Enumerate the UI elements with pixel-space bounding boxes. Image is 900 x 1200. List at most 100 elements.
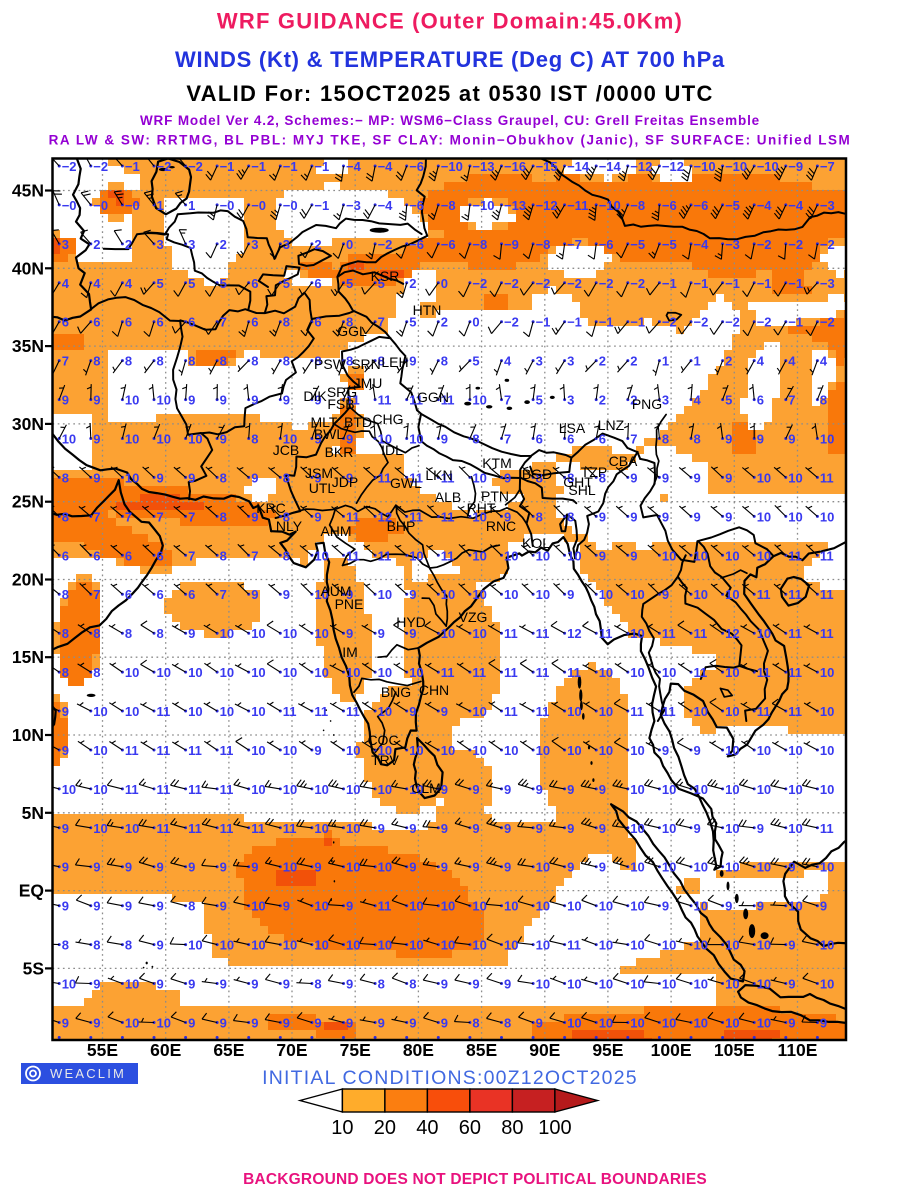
- svg-text:10: 10: [599, 899, 613, 914]
- svg-text:11: 11: [346, 393, 360, 408]
- svg-text:−10: −10: [725, 159, 747, 174]
- svg-text:11: 11: [157, 743, 171, 758]
- svg-text:11: 11: [820, 587, 834, 602]
- svg-text:10: 10: [820, 704, 834, 719]
- svg-text:10: 10: [662, 860, 676, 875]
- svg-text:9: 9: [220, 860, 227, 875]
- svg-text:9: 9: [378, 1016, 385, 1031]
- svg-text:10: 10: [599, 977, 613, 992]
- svg-text:10: 10: [788, 899, 802, 914]
- svg-text:11: 11: [125, 743, 139, 758]
- svg-text:9: 9: [567, 782, 574, 797]
- svg-text:−16: −16: [504, 159, 526, 174]
- svg-text:10: 10: [472, 548, 486, 563]
- svg-text:10: 10: [662, 938, 676, 953]
- svg-text:−1: −1: [314, 198, 329, 213]
- svg-text:8: 8: [441, 354, 448, 369]
- svg-text:−6: −6: [662, 198, 677, 213]
- svg-text:10: 10: [757, 1016, 771, 1031]
- svg-text:IM: IM: [342, 644, 358, 660]
- svg-text:9: 9: [125, 899, 132, 914]
- svg-text:10: 10: [662, 782, 676, 797]
- svg-text:10: 10: [251, 665, 265, 680]
- svg-text:10: 10: [283, 938, 297, 953]
- svg-text:11: 11: [409, 509, 423, 524]
- svg-text:LNZ: LNZ: [598, 417, 625, 433]
- svg-text:CLM: CLM: [411, 780, 441, 796]
- svg-text:9: 9: [220, 977, 227, 992]
- svg-text:10: 10: [725, 704, 739, 719]
- svg-text:10: 10: [725, 782, 739, 797]
- svg-text:WRF Model Ver 4.2, Schemes:− M: WRF Model Ver 4.2, Schemes:− MP: WSM6−Cl…: [140, 113, 760, 128]
- svg-text:10: 10: [157, 393, 171, 408]
- svg-text:8: 8: [599, 470, 606, 485]
- svg-text:9: 9: [504, 782, 511, 797]
- svg-text:10: 10: [630, 665, 644, 680]
- svg-text:−10: −10: [472, 198, 494, 213]
- svg-text:10: 10: [472, 509, 486, 524]
- svg-text:8: 8: [220, 509, 227, 524]
- svg-text:11: 11: [820, 470, 834, 485]
- svg-text:8: 8: [472, 1016, 479, 1031]
- svg-text:9: 9: [472, 977, 479, 992]
- svg-text:−2: −2: [62, 159, 77, 174]
- svg-text:11: 11: [820, 548, 834, 563]
- svg-text:11: 11: [188, 782, 202, 797]
- svg-text:9: 9: [662, 587, 669, 602]
- svg-text:9: 9: [441, 860, 448, 875]
- svg-text:6: 6: [188, 587, 195, 602]
- svg-text:11: 11: [378, 393, 392, 408]
- svg-text:10: 10: [346, 743, 360, 758]
- svg-text:10: 10: [125, 432, 139, 447]
- svg-text:NLY: NLY: [276, 518, 303, 534]
- svg-text:9: 9: [283, 899, 290, 914]
- svg-text:10: 10: [125, 665, 139, 680]
- svg-text:9: 9: [125, 860, 132, 875]
- svg-text:9: 9: [314, 860, 321, 875]
- svg-text:9: 9: [757, 899, 764, 914]
- svg-text:10: 10: [725, 665, 739, 680]
- svg-text:9: 9: [314, 509, 321, 524]
- svg-text:5: 5: [472, 354, 479, 369]
- svg-text:10: 10: [314, 665, 328, 680]
- svg-text:GGN: GGN: [417, 389, 449, 405]
- svg-text:4: 4: [757, 354, 765, 369]
- svg-text:−5: −5: [662, 237, 677, 252]
- svg-text:9: 9: [251, 470, 258, 485]
- svg-text:HYD: HYD: [396, 614, 426, 630]
- svg-text:4: 4: [93, 276, 101, 291]
- svg-text:11: 11: [441, 393, 455, 408]
- svg-text:10: 10: [283, 860, 297, 875]
- svg-text:2: 2: [441, 315, 448, 330]
- svg-text:10: 10: [630, 626, 644, 641]
- svg-text:9: 9: [536, 1016, 543, 1031]
- svg-text:11: 11: [157, 704, 171, 719]
- svg-text:10: 10: [599, 587, 613, 602]
- svg-text:SRN: SRN: [351, 356, 381, 372]
- svg-text:1: 1: [662, 354, 669, 369]
- svg-text:9: 9: [662, 509, 669, 524]
- svg-text:7: 7: [504, 432, 511, 447]
- svg-text:3: 3: [283, 237, 290, 252]
- svg-text:ALB: ALB: [435, 489, 461, 505]
- svg-text:8: 8: [820, 393, 827, 408]
- svg-text:10: 10: [820, 860, 834, 875]
- svg-text:10: 10: [314, 548, 328, 563]
- svg-text:−2: −2: [93, 159, 108, 174]
- svg-text:6: 6: [188, 315, 195, 330]
- svg-text:9: 9: [188, 860, 195, 875]
- svg-text:GHT: GHT: [563, 474, 593, 490]
- svg-text:3: 3: [567, 393, 574, 408]
- svg-text:9: 9: [441, 704, 448, 719]
- svg-text:9: 9: [662, 743, 669, 758]
- svg-text:10N: 10N: [12, 725, 44, 745]
- svg-text:9: 9: [251, 393, 258, 408]
- svg-text:4: 4: [694, 393, 702, 408]
- svg-text:10: 10: [630, 821, 644, 836]
- svg-text:3: 3: [536, 354, 543, 369]
- svg-text:−3: −3: [346, 198, 361, 213]
- svg-text:10: 10: [409, 899, 423, 914]
- svg-text:−13: −13: [472, 159, 494, 174]
- svg-text:11: 11: [346, 548, 360, 563]
- svg-text:9: 9: [220, 393, 227, 408]
